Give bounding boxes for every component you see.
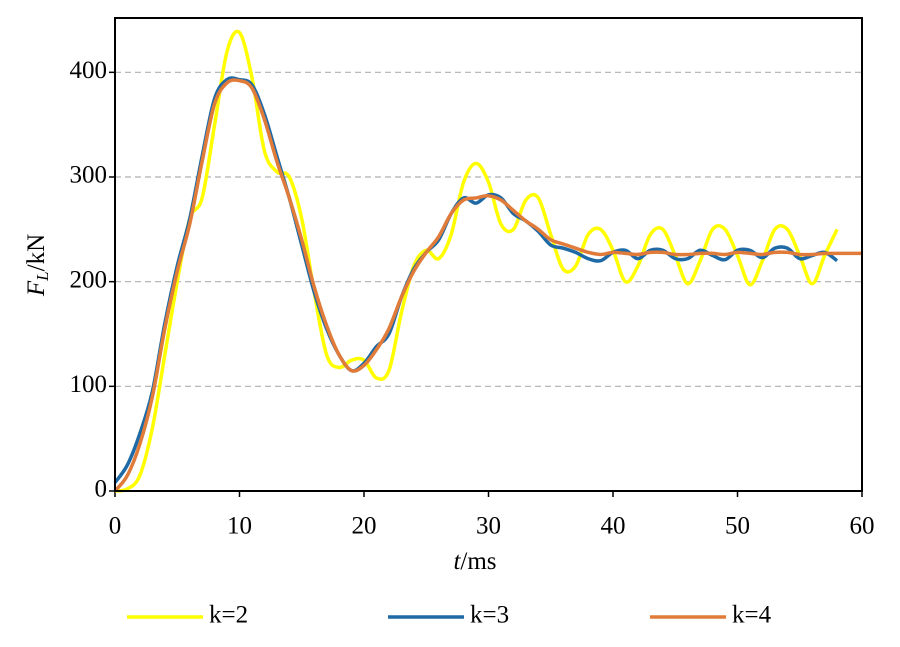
series-line bbox=[113, 78, 862, 493]
legend-label: k=2 bbox=[209, 602, 248, 629]
y-tick-label: 400 bbox=[70, 57, 108, 84]
legend-label: k=4 bbox=[732, 602, 772, 629]
y-tick-label: 0 bbox=[95, 476, 108, 503]
y-axis-label: FL/kN bbox=[23, 234, 52, 297]
y-tick-label: 100 bbox=[70, 371, 108, 398]
x-label-symbol: t bbox=[453, 548, 461, 575]
y-label-unit: /kN bbox=[23, 234, 50, 272]
x-tick-label: 50 bbox=[725, 513, 750, 540]
y-tick-label: 200 bbox=[70, 266, 108, 293]
x-tick-label: 10 bbox=[227, 513, 252, 540]
x-label-unit: /ms bbox=[460, 548, 496, 575]
x-axis-label: t/ms bbox=[453, 548, 496, 575]
series-line bbox=[114, 29, 839, 493]
legend-label: k=3 bbox=[470, 602, 509, 629]
x-tick-label: 20 bbox=[352, 513, 377, 540]
plot-frame bbox=[114, 17, 863, 492]
x-tick-label: 40 bbox=[601, 513, 626, 540]
series-line bbox=[113, 76, 839, 484]
x-tick-label: 30 bbox=[476, 513, 501, 540]
y-label-subscript: L bbox=[33, 271, 52, 281]
y-tick-label: 300 bbox=[70, 162, 108, 189]
x-tick-label: 0 bbox=[109, 513, 122, 540]
x-tick-label: 60 bbox=[850, 513, 875, 540]
y-label-symbol: F bbox=[23, 280, 50, 297]
